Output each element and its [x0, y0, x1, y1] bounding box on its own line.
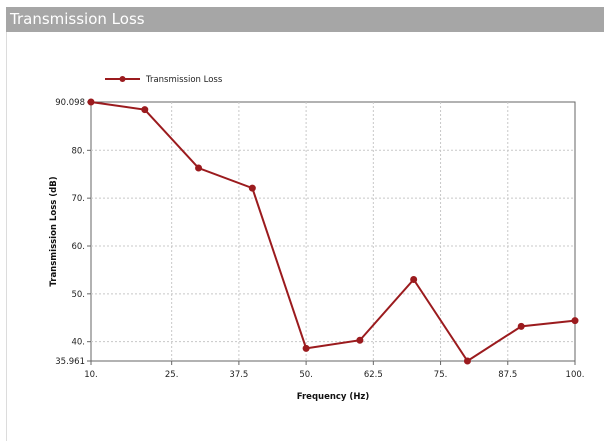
y-tick-label: 90.098 — [55, 98, 85, 108]
data-point — [356, 336, 364, 344]
data-point — [87, 98, 95, 106]
data-point — [410, 275, 418, 283]
y-tick-label: 40. — [71, 338, 85, 348]
x-tick-label: 75. — [434, 370, 448, 380]
y-tick-label: 50. — [71, 290, 85, 300]
legend-label: Transmission Loss — [145, 75, 223, 85]
x-tick-label: 87.5 — [498, 370, 517, 380]
x-tick-label: 50. — [299, 370, 313, 380]
data-point — [517, 322, 525, 330]
panel-title: Transmission Loss — [6, 7, 604, 32]
y-axis-title: Transmission Loss (dB) — [49, 176, 59, 286]
x-tick-label: 25. — [165, 370, 179, 380]
series-line — [90, 101, 576, 363]
plot-area — [90, 101, 576, 362]
x-axis-title: Frequency (Hz) — [297, 392, 370, 402]
data-point — [195, 164, 203, 172]
x-tick-label: 10. — [84, 370, 98, 380]
y-tick-label: 35.961 — [55, 357, 85, 367]
x-tick-label: 100. — [566, 370, 585, 380]
data-point — [571, 317, 579, 325]
x-tick-label: 62.5 — [364, 370, 383, 380]
legend-marker — [119, 76, 126, 82]
y-tick-label: 80. — [71, 146, 85, 156]
y-tick-label: 70. — [71, 194, 85, 204]
data-point — [302, 344, 310, 352]
data-point — [141, 106, 149, 114]
data-point — [248, 184, 256, 192]
panel-border — [6, 32, 7, 441]
x-tick-label: 37.5 — [229, 370, 248, 380]
y-tick-label: 60. — [71, 242, 85, 252]
data-point — [463, 357, 471, 365]
